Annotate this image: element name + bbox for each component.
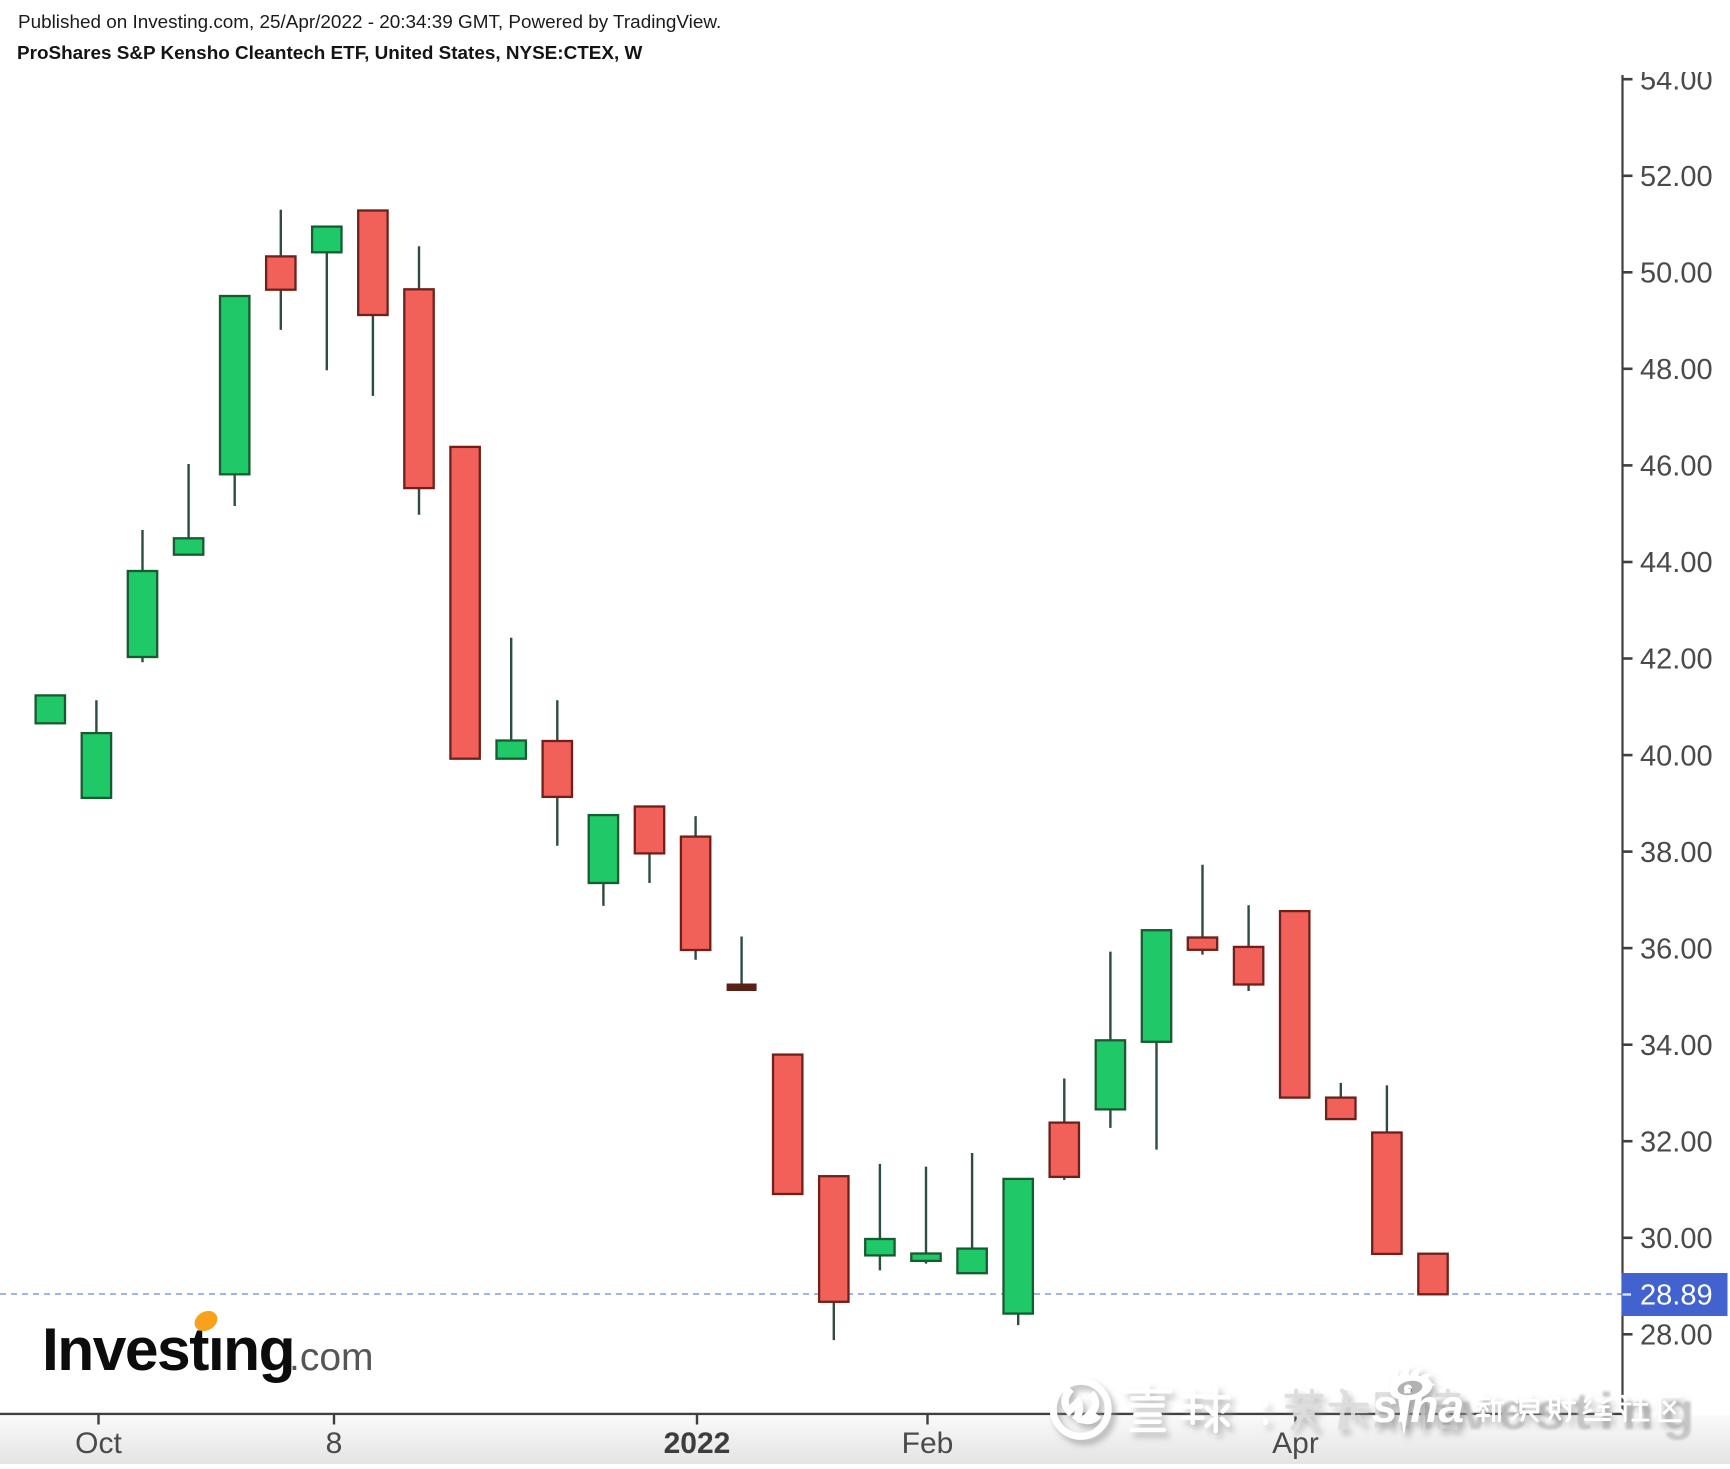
svg-text:.com: .com bbox=[289, 1336, 374, 1379]
svg-text:sina: sina bbox=[1372, 1380, 1464, 1432]
svg-text:52.00: 52.00 bbox=[1640, 161, 1713, 193]
svg-text:28.89: 28.89 bbox=[1640, 1280, 1713, 1312]
svg-text:46.00: 46.00 bbox=[1640, 451, 1713, 483]
svg-text:40.00: 40.00 bbox=[1640, 740, 1713, 772]
svg-text:2022: 2022 bbox=[664, 1427, 731, 1460]
svg-text:42.00: 42.00 bbox=[1640, 644, 1713, 676]
svg-text:32.00: 32.00 bbox=[1640, 1127, 1713, 1159]
svg-text:44.00: 44.00 bbox=[1640, 547, 1713, 579]
svg-text:38.00: 38.00 bbox=[1640, 837, 1713, 869]
svg-text:Apr: Apr bbox=[1272, 1427, 1319, 1460]
svg-text:48.00: 48.00 bbox=[1640, 354, 1713, 386]
svg-text:50.00: 50.00 bbox=[1640, 258, 1713, 290]
svg-text:Feb: Feb bbox=[902, 1427, 954, 1460]
svg-text:34.00: 34.00 bbox=[1640, 1030, 1713, 1062]
svg-text:30.00: 30.00 bbox=[1640, 1223, 1713, 1255]
svg-text:28.00: 28.00 bbox=[1640, 1320, 1713, 1352]
svg-text:36.00: 36.00 bbox=[1640, 933, 1713, 965]
svg-text:Investıng: Investıng bbox=[42, 1315, 294, 1383]
svg-text:8: 8 bbox=[326, 1427, 343, 1460]
svg-text:Published on Investing.com, 25: Published on Investing.com, 25/Apr/2022 … bbox=[18, 12, 721, 33]
svg-text:54.00: 54.00 bbox=[1640, 64, 1713, 96]
svg-text:Oct: Oct bbox=[75, 1427, 122, 1460]
svg-text:ProShares S&P Kensho Cleantech: ProShares S&P Kensho Cleantech ETF, Unit… bbox=[17, 43, 642, 64]
